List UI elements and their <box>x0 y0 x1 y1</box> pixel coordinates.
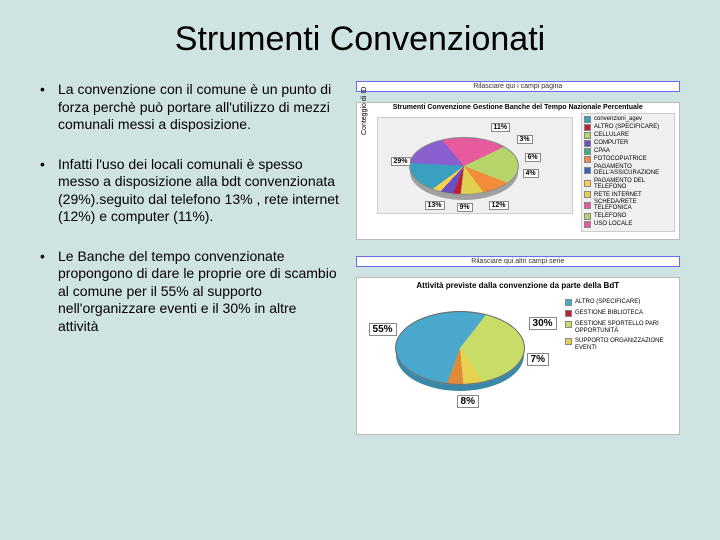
chart2-pct: 7% <box>527 353 549 366</box>
charts-column: Rilasciare qui i campi pagina Strumenti … <box>356 81 680 435</box>
legend-label: PAGAMENTO DEL TELEFONO <box>594 178 672 191</box>
legend-item: ALTRO (SPECIFICARE) <box>565 299 675 306</box>
legend-swatch <box>565 321 572 328</box>
legend-swatch <box>584 180 591 187</box>
legend-label: USO LOCALE <box>594 221 632 227</box>
legend-swatch <box>565 338 572 345</box>
legend-item: GESTIONE SPORTELLO PARI OPPORTUNITÀ <box>565 321 675 334</box>
slide-title: Strumenti Convenzionati <box>40 20 680 59</box>
chart1-pct: 3% <box>517 135 533 144</box>
legend-swatch <box>584 156 591 163</box>
bullet-item: La convenzione con il comune è un punto … <box>40 81 340 134</box>
legend-item: ALTRO (SPECIFICARE) <box>584 124 672 131</box>
legend-label: COMPUTER <box>594 140 628 146</box>
legend-swatch <box>584 213 591 220</box>
chart1-pct: 4% <box>523 169 539 178</box>
chart1-title: Strumenti Convenzione Gestione Banche de… <box>357 103 679 113</box>
legend-item: TELEFONO <box>584 213 672 220</box>
legend-label: CELLULARE <box>594 132 629 138</box>
chart1-legend: convenzioni_agev ALTRO (SPECIFICARE) CELLU… <box>581 113 675 232</box>
chart2-pct: 8% <box>457 395 479 408</box>
legend-swatch <box>565 299 572 306</box>
legend-label: RETE INTERNET <box>594 192 642 198</box>
legend-item: PAGAMENTO DELL'ASSICURAZIONE <box>584 164 672 177</box>
chart1: Strumenti Convenzione Gestione Banche de… <box>356 102 680 240</box>
legend-swatch <box>584 140 591 147</box>
legend-item: RETE INTERNET <box>584 191 672 198</box>
bullet-item: Le Banche del tempo convenzionate propon… <box>40 248 340 336</box>
text-column: La convenzione con il comune è un punto … <box>40 81 340 435</box>
legend-item: SUPPORTO ORGANIZZAZIONE EVENTI <box>565 338 675 351</box>
legend-item: USO LOCALE <box>584 221 672 228</box>
chart1-pct: 9% <box>457 203 473 212</box>
legend-swatch <box>584 202 591 209</box>
legend-item: CELLULARE <box>584 132 672 139</box>
chart2-placeholder-bar: Rilasciare qui altri campi serie <box>356 256 680 267</box>
legend-label: ALTRO (SPECIFICARE) <box>575 299 640 306</box>
legend-label: TELEFONO <box>594 213 626 219</box>
legend-swatch <box>584 167 591 174</box>
legend-label: CPAA <box>594 148 610 154</box>
legend-swatch <box>584 132 591 139</box>
chart2-pct: 55% <box>369 323 397 336</box>
legend-label: PAGAMENTO DELL'ASSICURAZIONE <box>594 164 672 177</box>
legend-item: CPAA <box>584 148 672 155</box>
chart1-axis-label: Conteggio di ID <box>361 87 368 135</box>
chart1-pie <box>409 137 519 195</box>
chart1-plot: Conteggio di ID 29% 13% 9% 12% 4% 6% 3% … <box>361 113 577 218</box>
legend-label: GESTIONE SPORTELLO PARI OPPORTUNITÀ <box>575 321 675 334</box>
legend-label: ALTRO (SPECIFICARE) <box>594 124 659 130</box>
legend-label: SCHEDA/RETE TELEFONICA <box>594 199 672 212</box>
chart2-pie <box>395 311 525 385</box>
chart1-pct: 11% <box>491 123 511 132</box>
legend-item: convenzioni_agev <box>584 116 672 123</box>
bullet-item: Infatti l'uso dei locali comunali è spes… <box>40 156 340 226</box>
chart1-pct: 29% <box>391 157 411 166</box>
legend-item: SCHEDA/RETE TELEFONICA <box>584 199 672 212</box>
legend-label: FOTOCOPIATRICE <box>594 156 647 162</box>
legend-item: GESTIONE BIBLIOTECA <box>565 310 675 317</box>
chart2-legend: ALTRO (SPECIFICARE) GESTIONE BIBLIOTECA GE… <box>565 293 675 413</box>
legend-swatch <box>584 191 591 198</box>
chart2-plot: 55% 30% 8% 7% <box>361 293 559 413</box>
legend-label: convenzioni_agev <box>594 116 642 122</box>
chart2: Attività previste dalla convenzione da p… <box>356 277 680 435</box>
chart1-pct: 6% <box>525 153 541 162</box>
chart1-pct: 13% <box>425 201 445 210</box>
legend-label: SUPPORTO ORGANIZZAZIONE EVENTI <box>575 338 675 351</box>
legend-item: FOTOCOPIATRICE <box>584 156 672 163</box>
chart2-title: Attività previste dalla convenzione da p… <box>357 278 679 293</box>
legend-item: COMPUTER <box>584 140 672 147</box>
legend-swatch <box>584 124 591 131</box>
legend-swatch <box>584 116 591 123</box>
chart2-pct: 30% <box>529 317 557 330</box>
chart1-pct: 12% <box>489 201 509 210</box>
legend-swatch <box>565 310 572 317</box>
legend-swatch <box>584 221 591 228</box>
legend-swatch <box>584 148 591 155</box>
chart1-placeholder-bar: Rilasciare qui i campi pagina <box>356 81 680 92</box>
legend-label: GESTIONE BIBLIOTECA <box>575 310 643 317</box>
legend-item: PAGAMENTO DEL TELEFONO <box>584 178 672 191</box>
